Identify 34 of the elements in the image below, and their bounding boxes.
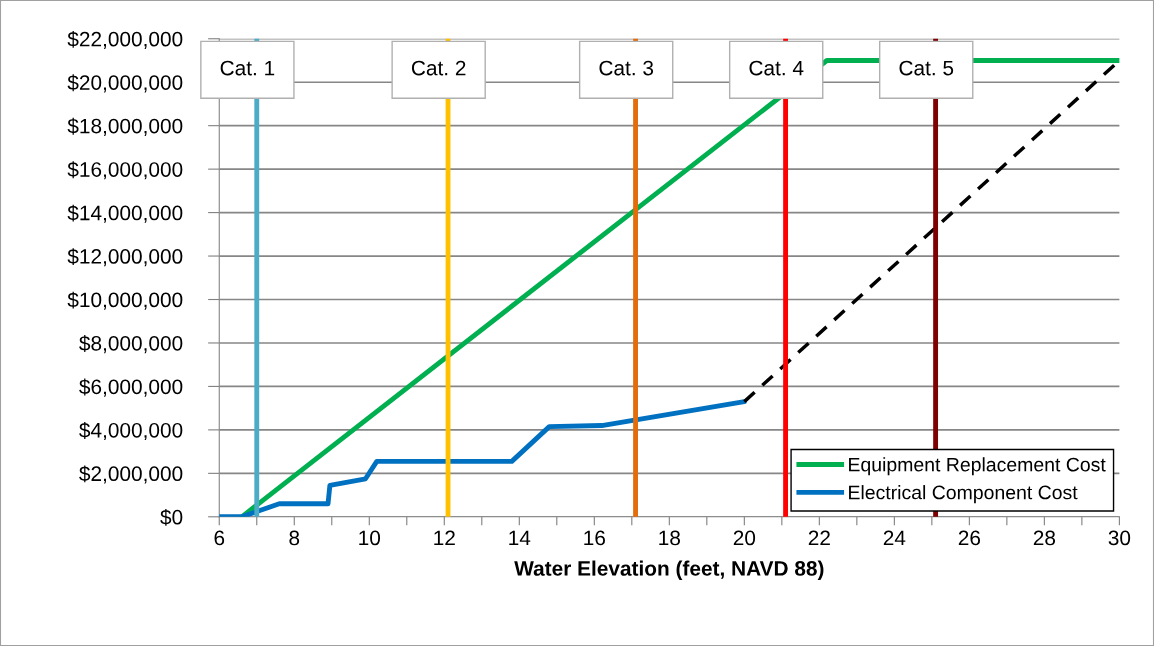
ref-line-label: Cat. 3 (599, 60, 654, 76)
x-tick-label: 18 (659, 530, 680, 546)
y-tick-label: $8,000,000 (79, 335, 183, 354)
legend-label: Electrical Component Cost (849, 485, 1078, 504)
y-tick-label: $0 (160, 508, 183, 526)
x-tick-label: 24 (883, 530, 906, 546)
ref-line-label: Cat. 1 (220, 60, 275, 76)
y-tick-label: $12,000,000 (67, 248, 183, 267)
x-tick-label: 6 (214, 530, 225, 546)
x-tick-label: 20 (733, 530, 756, 546)
ref-line-label: Cat. 2 (411, 60, 466, 76)
x-tick-label: 26 (958, 530, 981, 546)
y-tick-label: $16,000,000 (67, 161, 183, 180)
ref-line-label: Cat. 5 (899, 60, 954, 76)
y-tick-label: $18,000,000 (67, 117, 183, 136)
x-tick-label: 16 (584, 530, 605, 546)
x-tick-label: 28 (1033, 530, 1056, 546)
ref-line-label: Cat. 4 (749, 60, 804, 76)
x-tick-label: 8 (289, 530, 300, 546)
x-tick-label: 12 (434, 530, 455, 546)
y-tick-label: $20,000,000 (67, 74, 183, 93)
legend-label: Equipment Replacement Cost (849, 457, 1106, 476)
y-tick-label: $2,000,000 (79, 465, 183, 484)
x-tick-label: 22 (808, 530, 830, 546)
x-tick-label: 10 (359, 530, 381, 546)
y-tick-label: $4,000,000 (79, 422, 183, 441)
x-tick-label: 14 (509, 530, 531, 546)
y-tick-label: $22,000,000 (67, 30, 183, 49)
x-axis-title: Water Elevation (feet, NAVD 88) (514, 560, 824, 580)
y-tick-label: $6,000,000 (79, 378, 183, 397)
y-tick-label: $14,000,000 (67, 204, 183, 223)
y-tick-label: $10,000,000 (67, 291, 183, 310)
x-tick-label: 30 (1108, 530, 1131, 546)
line-series (219, 399, 747, 517)
